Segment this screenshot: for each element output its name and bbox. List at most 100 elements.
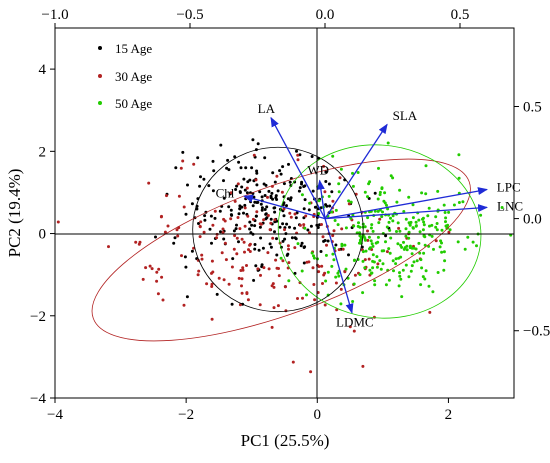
data-point xyxy=(445,226,449,230)
data-point xyxy=(317,212,321,215)
data-point xyxy=(307,260,311,264)
y-tick-label: 0 xyxy=(39,227,47,243)
top-tick-label: −1.0 xyxy=(41,7,68,23)
data-point xyxy=(373,279,377,283)
data-point xyxy=(391,176,395,180)
data-point xyxy=(384,283,388,287)
data-point xyxy=(273,180,277,184)
data-point xyxy=(408,244,412,248)
data-point xyxy=(279,256,283,260)
data-point xyxy=(287,247,290,251)
data-point xyxy=(404,227,408,231)
data-point xyxy=(383,201,387,205)
y-tick-label: 4 xyxy=(39,62,47,78)
data-point xyxy=(144,266,148,270)
data-point xyxy=(210,285,214,288)
data-point xyxy=(237,240,240,244)
data-point xyxy=(367,257,371,261)
data-point xyxy=(107,245,110,249)
data-point xyxy=(256,267,260,271)
data-point xyxy=(415,259,419,263)
loading-label-chl: Chl xyxy=(216,186,235,201)
data-point xyxy=(352,224,356,228)
data-point xyxy=(370,271,374,275)
data-point xyxy=(150,267,154,271)
data-point xyxy=(265,205,269,209)
data-point xyxy=(268,228,272,232)
legend: 15 Age 30 Age 50 Age xyxy=(98,41,152,111)
data-point xyxy=(243,224,247,228)
data-point xyxy=(417,241,421,245)
data-point xyxy=(260,208,264,212)
data-point xyxy=(402,210,406,213)
data-point xyxy=(414,247,418,251)
data-point xyxy=(440,250,444,254)
data-point xyxy=(215,236,219,240)
data-point xyxy=(366,195,369,199)
data-point xyxy=(264,217,268,221)
data-point xyxy=(351,184,355,188)
data-point xyxy=(234,227,238,231)
data-point xyxy=(276,189,280,193)
data-point xyxy=(160,214,163,218)
data-point xyxy=(321,282,324,285)
data-point xyxy=(396,221,400,225)
data-point xyxy=(213,216,217,220)
data-point xyxy=(258,303,262,307)
data-point xyxy=(378,193,382,197)
data-point xyxy=(222,278,226,282)
data-point xyxy=(262,218,266,222)
data-point xyxy=(395,200,399,204)
data-point xyxy=(371,266,375,270)
data-point xyxy=(368,268,372,272)
data-point xyxy=(236,216,240,219)
data-point xyxy=(417,218,421,222)
data-point xyxy=(402,240,405,244)
data-point xyxy=(234,188,238,191)
data-point xyxy=(157,267,161,271)
data-point xyxy=(380,215,384,219)
data-point xyxy=(414,224,418,228)
data-point xyxy=(233,234,237,238)
data-point xyxy=(363,266,367,270)
data-point xyxy=(208,227,212,231)
data-point xyxy=(240,237,244,241)
data-point xyxy=(387,247,391,251)
data-point xyxy=(274,194,278,198)
data-point xyxy=(154,235,157,239)
data-point xyxy=(423,277,427,281)
data-point xyxy=(293,180,297,184)
data-point xyxy=(500,206,504,209)
data-point xyxy=(266,195,269,199)
data-point xyxy=(344,226,348,230)
data-point xyxy=(302,261,306,265)
data-point xyxy=(256,142,260,146)
data-point xyxy=(273,230,276,234)
data-point xyxy=(219,143,223,147)
data-point xyxy=(247,248,250,252)
data-point xyxy=(212,169,216,173)
data-point xyxy=(237,276,241,280)
data-point xyxy=(211,223,215,227)
data-point xyxy=(394,257,398,261)
data-point xyxy=(270,325,274,329)
data-point xyxy=(211,189,215,193)
data-point xyxy=(226,158,230,162)
plot-frame xyxy=(54,27,515,399)
data-point xyxy=(197,269,201,273)
data-point xyxy=(303,184,307,188)
data-point xyxy=(323,303,327,307)
data-point xyxy=(421,228,425,232)
data-point xyxy=(371,244,375,248)
data-point xyxy=(242,211,245,215)
data-point xyxy=(359,237,363,241)
data-point xyxy=(210,241,213,245)
data-point xyxy=(344,267,348,271)
data-point xyxy=(263,194,267,197)
data-point xyxy=(377,166,380,170)
data-point xyxy=(376,262,380,266)
data-point xyxy=(317,199,321,203)
data-point xyxy=(253,224,257,228)
data-point xyxy=(295,149,298,153)
data-point xyxy=(363,225,367,229)
